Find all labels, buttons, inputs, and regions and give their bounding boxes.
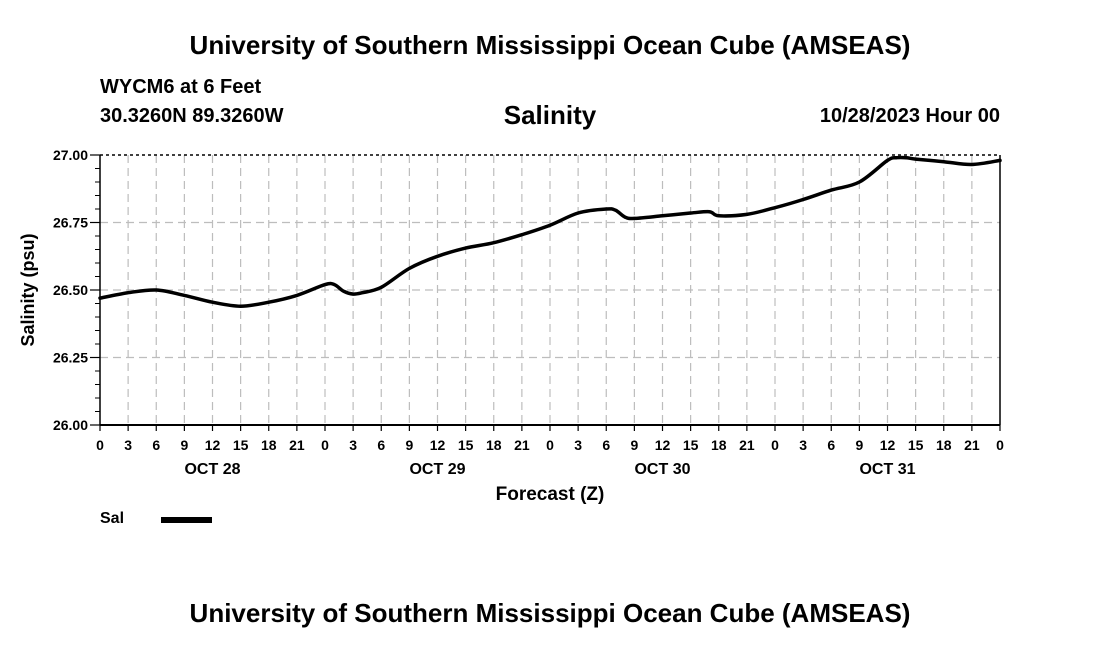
station-label: WYCM6 at 6 Feet xyxy=(100,76,262,98)
x-tick-label: 18 xyxy=(486,437,502,453)
x-tick-label: 9 xyxy=(630,437,638,453)
x-tick-label: 0 xyxy=(96,437,104,453)
legend-label: Sal xyxy=(100,510,125,527)
y-axis-ticks: 26.00 26.25 26.50 26.75 27.00 xyxy=(53,147,100,433)
y-axis-label: Salinity (psu) xyxy=(18,233,38,346)
x-tick-label: 3 xyxy=(349,437,357,453)
y-tick-label: 26.75 xyxy=(53,215,88,231)
main-title: University of Southern Mississippi Ocean… xyxy=(189,30,911,60)
day-label: OCT 31 xyxy=(859,461,915,478)
x-tick-label: 3 xyxy=(124,437,132,453)
y-tick-label: 26.00 xyxy=(53,417,88,433)
x-tick-label: 6 xyxy=(377,437,385,453)
x-tick-label: 21 xyxy=(964,437,980,453)
x-tick-label: 6 xyxy=(827,437,835,453)
salinity-series-line xyxy=(98,155,1002,308)
x-tick-label: 3 xyxy=(574,437,582,453)
x-tick-label: 0 xyxy=(321,437,329,453)
x-tick-label: 6 xyxy=(152,437,160,453)
x-tick-label: 18 xyxy=(261,437,277,453)
coordinates-label: 30.3260N 89.3260W xyxy=(100,105,284,127)
x-tick-label: 21 xyxy=(514,437,530,453)
series-group xyxy=(98,155,1002,308)
day-label: OCT 29 xyxy=(409,461,465,478)
x-tick-label: 21 xyxy=(289,437,305,453)
day-label: OCT 30 xyxy=(634,461,690,478)
x-tick-label: 6 xyxy=(602,437,610,453)
x-axis-label: Forecast (Z) xyxy=(496,484,605,505)
x-tick-label: 21 xyxy=(739,437,755,453)
x-tick-label: 15 xyxy=(683,437,699,453)
chart-title: Salinity xyxy=(503,100,597,130)
x-tick-label: 12 xyxy=(880,437,896,453)
x-tick-label: 0 xyxy=(546,437,554,453)
legend-swatch xyxy=(161,517,212,523)
x-axis-ticks: 0 3 6 9 12 15 18 21 0 3 6 9 12 15 18 21 0 3 6 9 12 15 18 21 0 3 6 9… xyxy=(96,425,1004,478)
x-tick-label: 15 xyxy=(458,437,474,453)
y-tick-label: 27.00 xyxy=(53,147,88,163)
footer-title: University of Southern Mississippi Ocean… xyxy=(189,598,911,628)
y-tick-label: 26.25 xyxy=(53,350,88,366)
x-tick-label: 12 xyxy=(205,437,221,453)
x-tick-label: 15 xyxy=(233,437,249,453)
x-tick-label: 18 xyxy=(936,437,952,453)
x-tick-label: 0 xyxy=(771,437,779,453)
x-tick-label: 12 xyxy=(655,437,671,453)
grid-lines xyxy=(100,154,1000,425)
x-tick-label: 0 xyxy=(996,437,1004,453)
forecast-datetime: 10/28/2023 Hour 00 xyxy=(819,105,1000,127)
x-tick-label: 9 xyxy=(405,437,413,453)
x-tick-label: 3 xyxy=(799,437,807,453)
x-tick-label: 18 xyxy=(711,437,727,453)
x-tick-label: 9 xyxy=(855,437,863,453)
day-label: OCT 28 xyxy=(184,461,240,478)
x-tick-label: 9 xyxy=(180,437,188,453)
x-tick-label: 12 xyxy=(430,437,446,453)
x-tick-label: 15 xyxy=(908,437,924,453)
y-tick-label: 26.50 xyxy=(53,282,88,298)
